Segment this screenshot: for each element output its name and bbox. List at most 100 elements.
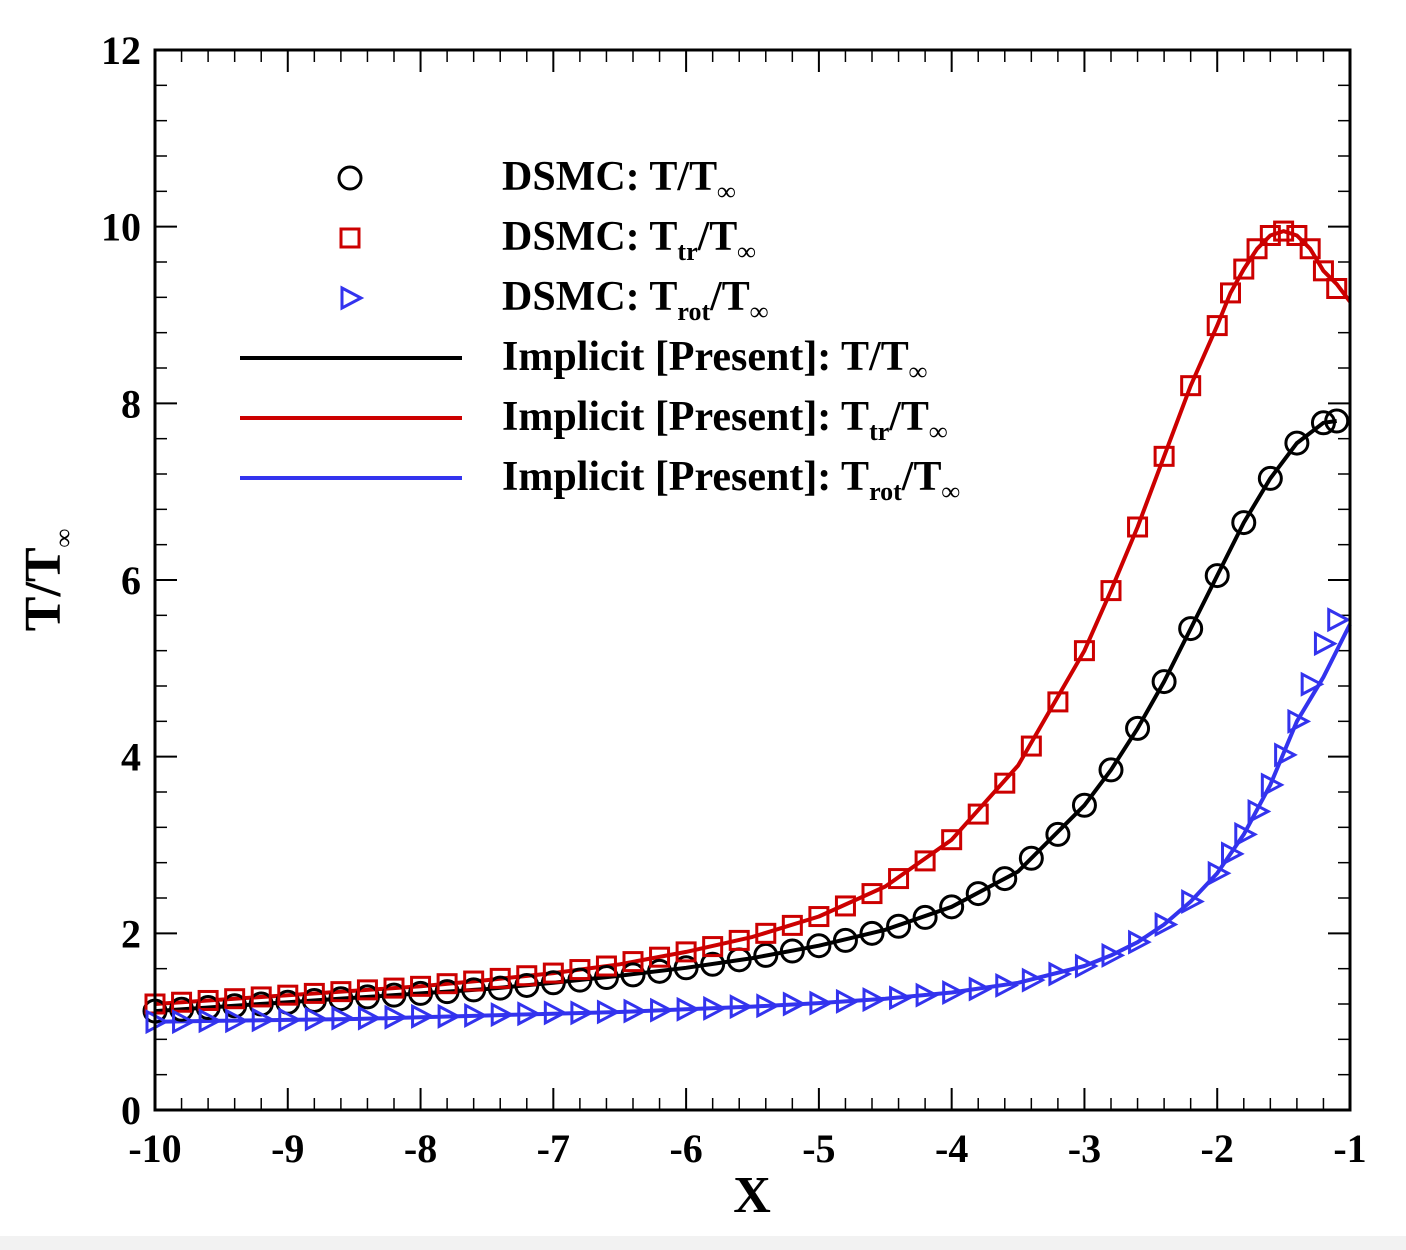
data-point-0 [487,975,513,1001]
data-point-2 [623,998,648,1024]
legend-part: /T [676,154,717,200]
data-point-2 [490,1002,515,1028]
data-point-0 [859,920,885,946]
data-point-2 [596,999,621,1025]
data-point-2 [968,976,993,1002]
data-point-2 [1048,961,1073,987]
data-point-1 [702,936,724,958]
data-point-0 [1018,845,1044,871]
data-point-2 [464,1002,488,1028]
data-point-2 [995,972,1019,998]
y-axis-title: T/T∞ [15,529,78,631]
legend-part: DSMC: T [502,154,677,200]
x-tick-label: -3 [1068,1126,1101,1171]
data-point-1 [1127,516,1149,538]
data-point-0 [1045,821,1071,847]
data-point-1 [1286,225,1308,246]
data-point-0 [1310,410,1336,436]
data-point-2 [1313,631,1338,657]
data-point-2 [1287,708,1312,734]
x-axis-title: X [733,1167,771,1224]
legend-part: rot [677,297,710,326]
data-point-2 [1181,889,1205,915]
data-point-1 [410,975,432,997]
data-point-0 [806,933,832,959]
data-point-1 [1312,260,1334,282]
data-point-1 [1047,691,1069,713]
data-point-1 [1326,278,1348,299]
data-point-1 [489,967,511,989]
data-point-2 [1234,821,1258,847]
data-point-2 [278,1007,302,1033]
data-point-1 [436,973,458,995]
x-tick-labels: -10 -9 -8 -7 -6 -5 -4 -3 -2 -1 [128,1126,1366,1171]
x-tick-label: -9 [271,1126,304,1171]
data-point-1 [277,984,299,1006]
data-point-2 [251,1007,276,1033]
data-point-0 [354,984,380,1010]
legend-part: ∞ [717,177,736,206]
data-point-2 [1074,953,1099,979]
data-point-1 [941,829,963,851]
legend-part: DSMC: T [502,274,677,320]
legend-entry-3: Implicit [Present]: T/T∞ [502,334,927,386]
data-point-1 [383,977,405,999]
data-point-2 [198,1008,223,1034]
data-point-1 [1153,445,1175,467]
y-tick-label: 6 [121,558,141,603]
x-tick-label: -7 [537,1126,570,1171]
data-point-0 [1178,616,1204,642]
data-point-1 [649,946,671,968]
data-point-2 [835,988,860,1014]
legend-entry-5: Implicit [Present]: Trot/T∞ [502,454,960,506]
legend-part: tr [869,417,889,446]
legend: DSMC: T/T∞DSMC: Ttr/T∞DSMC: Trot/T∞Impli… [240,154,960,506]
data-point-1 [330,981,352,1003]
legend-part: /T [888,394,929,440]
data-point-0 [195,995,221,1021]
bottom-strip [0,1236,1406,1250]
y-tick-label: 12 [101,28,141,73]
legend-part: Implicit [Present]: T [502,334,869,380]
data-point-2 [357,1005,382,1031]
data-point-1 [1100,580,1122,602]
data-point-1 [569,959,591,981]
legend-part: /T [697,214,738,260]
data-point-1 [1073,640,1095,662]
data-point-1 [622,951,644,973]
data-point-0 [514,972,540,998]
x-tick-label: -8 [404,1126,437,1171]
legend-part: ∞ [750,297,769,326]
data-point-2 [1260,772,1285,798]
data-point-0 [620,962,646,988]
data-point-2 [1327,607,1351,633]
data-point-0 [1151,669,1177,695]
data-point-1 [1273,220,1295,242]
y-tick-label: 0 [121,1088,141,1133]
data-point-2 [729,994,754,1020]
y-tick-label: 8 [121,381,141,426]
data-point-2 [225,1008,249,1034]
data-point-2 [517,1001,541,1027]
data-point-2 [304,1006,329,1032]
data-point-1 [356,979,378,1001]
data-point-0 [700,951,726,977]
data-point-2 [1154,912,1179,937]
data-point-1 [1206,315,1228,337]
data-point-0 [965,881,991,907]
data-point-1 [675,941,697,963]
data-point-1 [808,906,830,928]
data-point-1 [1020,735,1042,757]
legend-entry-0: DSMC: T/T∞ [502,154,736,206]
data-point-1 [303,982,325,1004]
data-point-1 [1259,225,1281,246]
data-point-0 [540,970,566,996]
data-point-2 [1207,860,1232,886]
x-tick-label: -4 [935,1126,968,1171]
data-point-2 [1021,967,1046,993]
data-point-2 [650,997,674,1023]
data-point-2 [809,990,834,1016]
data-point-1 [595,955,617,977]
y-tick-labels: 0 2 4 6 8 10 12 [101,28,141,1133]
